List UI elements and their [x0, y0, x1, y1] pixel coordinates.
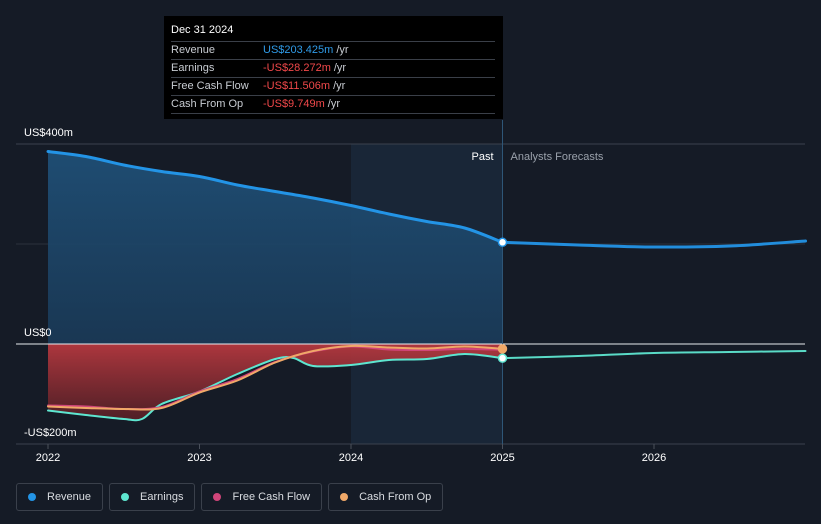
- x-tick-label: 2022: [36, 452, 60, 464]
- y-tick-label: US$400m: [24, 127, 73, 139]
- x-tick-label: 2024: [339, 452, 363, 464]
- past-label: Past: [471, 151, 493, 163]
- y-tick-label: US$0: [24, 327, 52, 339]
- tooltip: Dec 31 2024 Revenue US$203.425m /yr Earn…: [164, 16, 503, 119]
- marker-revenue: [497, 237, 508, 248]
- legend-label: Revenue: [47, 491, 92, 503]
- tooltip-row-free-cash-flow: Free Cash Flow -US$11.506m /yr: [171, 78, 495, 96]
- tooltip-unit: /yr: [333, 62, 347, 74]
- x-tick-label: 2026: [642, 452, 666, 464]
- legend-label: Cash From Op: [359, 491, 432, 503]
- revenue-area: [48, 151, 503, 344]
- tooltip-value: US$203.425m: [263, 44, 334, 56]
- x-tick-label: 2025: [490, 452, 514, 464]
- series-line-cash-from-op: [47, 344, 504, 411]
- legend-item-earnings[interactable]: Earnings: [109, 483, 196, 511]
- tooltip-row-cash-from-op: Cash From Op -US$9.749m /yr: [171, 96, 495, 114]
- tooltip-label: Free Cash Flow: [171, 80, 249, 92]
- legend-label: Free Cash Flow: [232, 491, 311, 503]
- marker-cash-from-op: [497, 344, 508, 354]
- legend-dot-icon: [213, 493, 222, 501]
- tooltip-label: Earnings: [171, 62, 215, 74]
- x-tick-label: 2023: [187, 452, 211, 464]
- series-line-revenue: [46, 150, 504, 244]
- tooltip-value: -US$9.749m: [263, 98, 325, 110]
- marker-earnings: [497, 353, 508, 363]
- legend: Revenue Earnings Free Cash Flow Cash Fro…: [16, 483, 444, 511]
- forecast-line-earnings: [501, 350, 807, 360]
- legend-item-revenue[interactable]: Revenue: [16, 483, 104, 511]
- legend-item-cash-from-op[interactable]: Cash From Op: [328, 483, 444, 511]
- forecast-label: Analysts Forecasts: [511, 151, 604, 163]
- legend-dot-icon: [28, 493, 36, 501]
- tooltip-row-revenue: Revenue US$203.425m /yr: [171, 42, 495, 60]
- legend-item-free-cash-flow[interactable]: Free Cash Flow: [201, 483, 323, 511]
- tooltip-value: -US$11.506m: [263, 80, 331, 92]
- legend-dot-icon: [340, 493, 349, 501]
- tooltip-unit: /yr: [327, 98, 340, 110]
- y-tick-label: -US$200m: [24, 427, 77, 439]
- tooltip-unit: /yr: [336, 44, 349, 56]
- legend-dot-icon: [121, 493, 130, 501]
- tooltip-label: Revenue: [171, 44, 216, 56]
- tooltip-value: -US$28.272m: [263, 62, 331, 74]
- tooltip-label: Cash From Op: [171, 98, 244, 110]
- earnings-area: [48, 344, 503, 421]
- tooltip-row-earnings: Earnings -US$28.272m /yr: [171, 60, 495, 78]
- tooltip-unit: /yr: [333, 80, 346, 92]
- forecast-line-revenue: [501, 239, 807, 249]
- series-line-earnings: [47, 352, 504, 422]
- legend-label: Earnings: [140, 491, 184, 503]
- tooltip-date: Dec 31 2024: [171, 24, 495, 42]
